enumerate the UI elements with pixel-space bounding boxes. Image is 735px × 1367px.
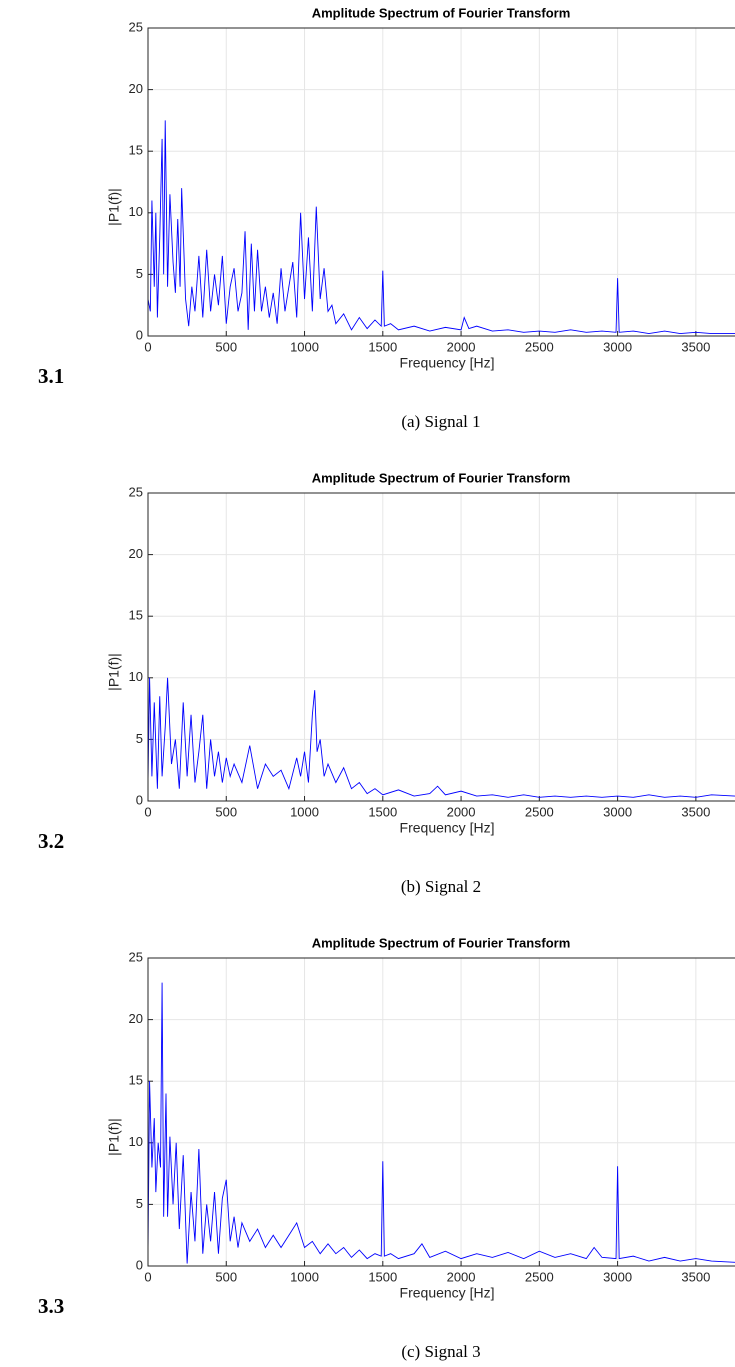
y-tick-label: 20	[129, 81, 143, 96]
x-axis-label: Frequency [Hz]	[400, 1285, 495, 1301]
spectrum-line	[147, 677, 735, 798]
axes-box	[147, 492, 735, 802]
plot-area	[148, 28, 735, 336]
y-tick-label: 10	[129, 669, 143, 684]
x-axis-label: Frequency [Hz]	[400, 820, 495, 836]
chart-title: Amplitude Spectrum of Fourier Transform	[312, 470, 571, 485]
section-label: 3.3	[38, 1294, 64, 1318]
x-tick-label: 2500	[525, 1269, 554, 1284]
x-tick-label: 3000	[603, 804, 632, 819]
y-tick-label: 20	[129, 546, 143, 561]
y-tick-label: 15	[129, 608, 143, 623]
x-tick-label: 0	[144, 1269, 151, 1284]
y-tick-label: 10	[129, 1134, 143, 1149]
x-tick-label: 1500	[368, 804, 397, 819]
x-tick-label: 3500	[681, 339, 710, 354]
x-tick-label: 3500	[681, 804, 710, 819]
x-tick-label: 1000	[290, 804, 319, 819]
section-label: 3.2	[38, 829, 64, 853]
x-tick-label: 0	[144, 339, 151, 354]
y-tick-label: 25	[129, 19, 143, 34]
x-tick-label: 500	[215, 1269, 237, 1284]
y-axis-label: |P1(f)|	[106, 188, 122, 226]
axes-box	[147, 27, 735, 337]
plot-area	[148, 958, 735, 1266]
y-tick-label: 15	[129, 1073, 143, 1088]
y-tick-label: 0	[136, 792, 143, 807]
x-tick-label: 3000	[603, 1269, 632, 1284]
x-tick-label: 0	[144, 804, 151, 819]
x-tick-label: 1000	[290, 339, 319, 354]
y-tick-label: 15	[129, 143, 143, 158]
y-tick-label: 25	[129, 484, 143, 499]
y-tick-label: 5	[136, 266, 143, 281]
spectrum-line	[147, 982, 735, 1264]
y-tick-label: 25	[129, 949, 143, 964]
caption: (c) Signal 3	[401, 1342, 480, 1361]
x-tick-label: 2000	[447, 339, 476, 354]
y-tick-label: 0	[136, 1257, 143, 1272]
section-label: 3.1	[38, 364, 64, 388]
chart-title: Amplitude Spectrum of Fourier Transform	[312, 5, 571, 20]
y-axis-label: |P1(f)|	[106, 653, 122, 691]
x-tick-label: 3500	[681, 1269, 710, 1284]
x-tick-label: 500	[215, 804, 237, 819]
x-axis-label: Frequency [Hz]	[400, 355, 495, 371]
x-tick-label: 1500	[368, 339, 397, 354]
y-tick-label: 0	[136, 327, 143, 342]
caption: (b) Signal 2	[401, 877, 481, 896]
x-tick-label: 3000	[603, 339, 632, 354]
plot-area	[148, 493, 735, 801]
chart-title: Amplitude Spectrum of Fourier Transform	[312, 935, 571, 950]
y-axis-label: |P1(f)|	[106, 1118, 122, 1156]
y-tick-label: 20	[129, 1011, 143, 1026]
x-tick-label: 2000	[447, 1269, 476, 1284]
spectrum-line	[147, 120, 735, 334]
x-tick-label: 2500	[525, 339, 554, 354]
x-tick-label: 2000	[447, 804, 476, 819]
caption: (a) Signal 1	[401, 412, 480, 431]
axes-box	[147, 957, 735, 1267]
y-tick-label: 5	[136, 1196, 143, 1211]
x-tick-label: 1500	[368, 1269, 397, 1284]
y-tick-label: 10	[129, 204, 143, 219]
x-tick-label: 1000	[290, 1269, 319, 1284]
x-tick-label: 500	[215, 339, 237, 354]
y-tick-label: 5	[136, 731, 143, 746]
x-tick-label: 2500	[525, 804, 554, 819]
